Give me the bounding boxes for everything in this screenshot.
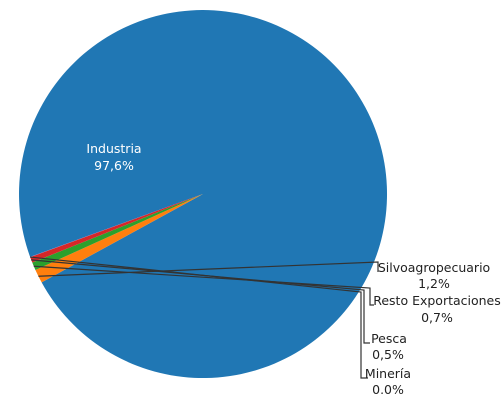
slice-label-pesca: Pesca [371, 331, 407, 346]
slice-label-industria: Industria [86, 141, 141, 156]
pie-slice-silvoagropecuario [35, 194, 203, 283]
pie-slice-pesca [30, 194, 204, 263]
slice-label-resto-exportaciones: Resto Exportaciones [373, 293, 501, 308]
slice-value-silvoagropecuario: 1,2% [418, 276, 450, 291]
slice-value-resto-exportaciones: 0,7% [421, 310, 453, 325]
leader-line-silvoagropecuario [38, 261, 379, 277]
slice-value-pesca: 0,5% [372, 347, 404, 362]
slice-label-mineria: Minería [365, 366, 411, 381]
pie-slices [19, 10, 388, 379]
leader-line-mineria [30, 256, 368, 379]
leader-line-resto-exportaciones [33, 265, 374, 306]
slice-value-industria: 97,6% [94, 158, 134, 173]
pie-slice-resto-exportaciones [32, 194, 203, 270]
pie-slice-miner-a [30, 194, 203, 258]
slice-labels: Industria 97,6% Silvoagropecuario 1,2% R… [86, 141, 500, 394]
pie-slice-industria [19, 10, 388, 379]
slice-value-mineria: 0,0% [372, 382, 404, 394]
slice-label-silvoagropecuario: Silvoagropecuario [378, 260, 490, 275]
leader-lines [30, 256, 379, 379]
